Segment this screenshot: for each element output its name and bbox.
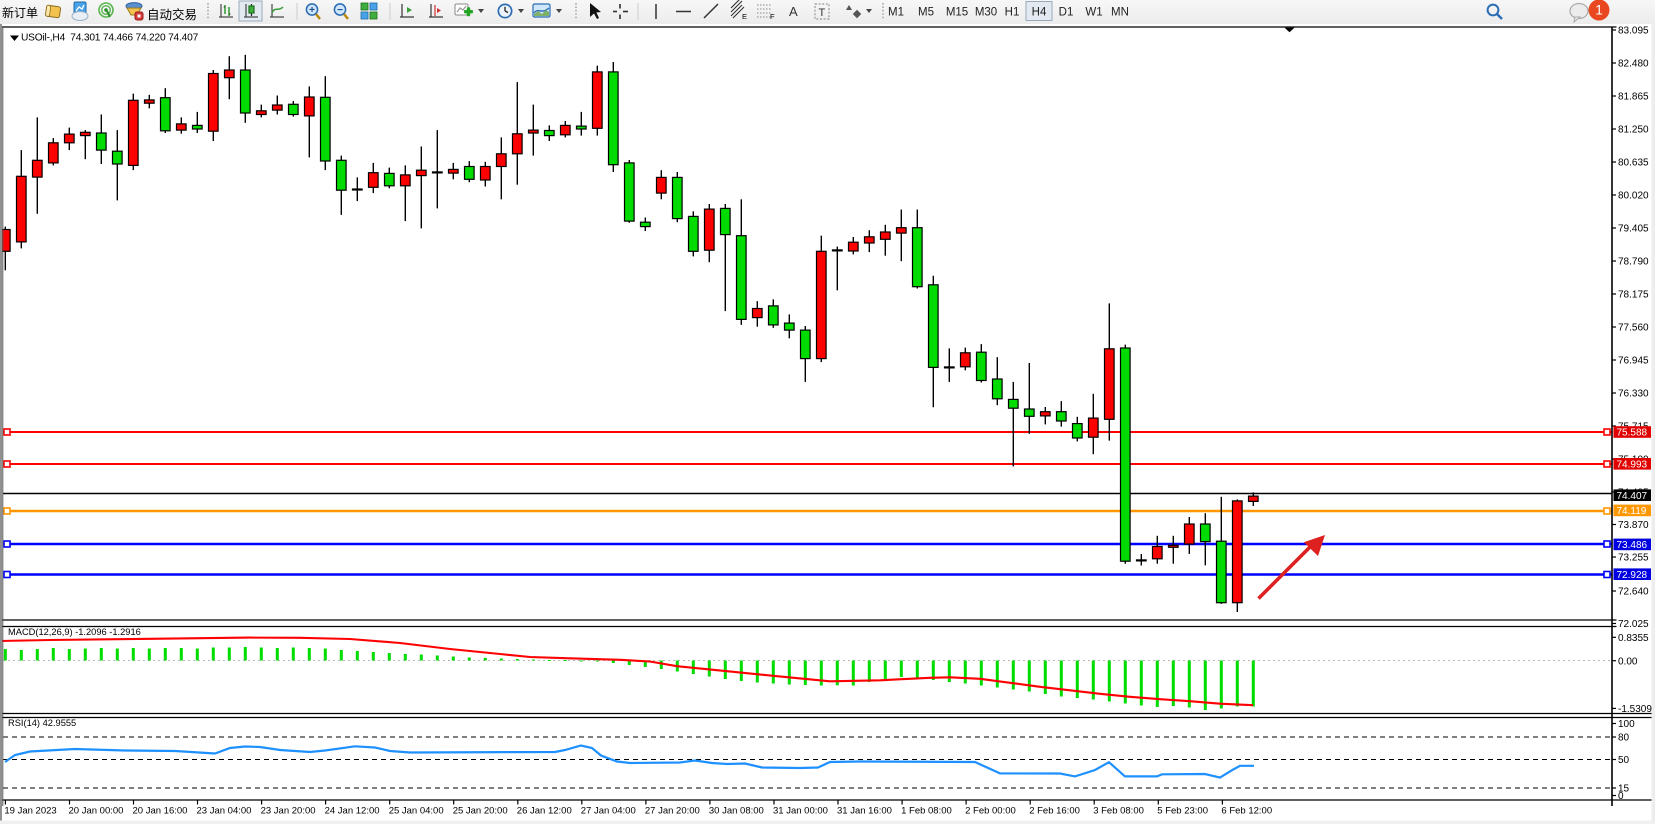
- svg-text:76.330: 76.330: [1618, 389, 1649, 400]
- svg-text:81.865: 81.865: [1618, 92, 1649, 103]
- svg-text:83.095: 83.095: [1618, 26, 1649, 37]
- svg-text:H1: H1: [1005, 7, 1020, 19]
- svg-text:6 Feb 12:00: 6 Feb 12:00: [1221, 806, 1272, 817]
- svg-text:74.119: 74.119: [1617, 506, 1647, 517]
- svg-text:80.635: 80.635: [1618, 158, 1649, 169]
- svg-text:19 Jan 2023: 19 Jan 2023: [4, 806, 56, 817]
- svg-text:23 Jan 04:00: 23 Jan 04:00: [197, 806, 252, 817]
- svg-text:MN: MN: [1111, 7, 1129, 19]
- svg-text:73.486: 73.486: [1617, 540, 1648, 551]
- svg-text:M1: M1: [888, 7, 904, 19]
- svg-text:25 Jan 04:00: 25 Jan 04:00: [389, 806, 444, 817]
- svg-text:73.870: 73.870: [1618, 520, 1649, 531]
- svg-text:0.00: 0.00: [1618, 656, 1638, 667]
- svg-text:D1: D1: [1059, 7, 1074, 19]
- svg-text:2 Feb 16:00: 2 Feb 16:00: [1029, 806, 1080, 817]
- svg-text:50: 50: [1618, 755, 1630, 766]
- svg-text:−: −: [337, 5, 343, 16]
- svg-text:80: 80: [1618, 733, 1630, 744]
- svg-text:27 Jan 04:00: 27 Jan 04:00: [581, 806, 636, 817]
- svg-text:E: E: [742, 12, 747, 21]
- svg-text:0.8355: 0.8355: [1618, 633, 1649, 644]
- svg-text:M15: M15: [946, 7, 968, 19]
- svg-text:78.175: 78.175: [1618, 290, 1649, 301]
- svg-text:1: 1: [1595, 3, 1603, 18]
- svg-text:M5: M5: [918, 7, 934, 19]
- svg-text:76.945: 76.945: [1618, 356, 1649, 367]
- svg-text:15: 15: [1618, 784, 1630, 795]
- svg-text:1 Feb 08:00: 1 Feb 08:00: [901, 806, 952, 817]
- svg-text:20 Jan 16:00: 20 Jan 16:00: [133, 806, 188, 817]
- svg-text:+: +: [309, 5, 315, 16]
- svg-text:31 Jan 00:00: 31 Jan 00:00: [773, 806, 828, 817]
- svg-text:26 Jan 12:00: 26 Jan 12:00: [517, 806, 572, 817]
- svg-text:72.025: 72.025: [1618, 619, 1649, 630]
- svg-text:77.560: 77.560: [1618, 323, 1649, 334]
- svg-text:RSI(14) 42.9555: RSI(14) 42.9555: [8, 718, 76, 728]
- svg-text:79.405: 79.405: [1618, 224, 1649, 235]
- svg-text:74.407: 74.407: [1617, 491, 1648, 502]
- svg-text:78.790: 78.790: [1618, 257, 1649, 268]
- svg-text:2 Feb 00:00: 2 Feb 00:00: [965, 806, 1016, 817]
- svg-text:74.993: 74.993: [1617, 459, 1648, 470]
- svg-text:72.640: 72.640: [1618, 587, 1649, 598]
- svg-text:25 Jan 20:00: 25 Jan 20:00: [453, 806, 508, 817]
- svg-text:-1.5309: -1.5309: [1618, 704, 1652, 715]
- svg-text:A: A: [789, 4, 798, 19]
- svg-text:80.020: 80.020: [1618, 191, 1649, 202]
- svg-text:24 Jan 12:00: 24 Jan 12:00: [325, 806, 380, 817]
- svg-text:23 Jan 20:00: 23 Jan 20:00: [261, 806, 316, 817]
- svg-text:20 Jan 00:00: 20 Jan 00:00: [69, 806, 124, 817]
- svg-text:M30: M30: [975, 7, 997, 19]
- svg-text:27 Jan 20:00: 27 Jan 20:00: [645, 806, 700, 817]
- svg-text:0: 0: [1618, 791, 1624, 802]
- svg-text:3 Feb 08:00: 3 Feb 08:00: [1093, 806, 1144, 817]
- svg-text:USOil-,H4 74.301 74.466 74.22: USOil-,H4 74.301 74.466 74.220 74.407: [21, 33, 199, 44]
- svg-text:82.480: 82.480: [1618, 59, 1649, 70]
- svg-text:72.928: 72.928: [1617, 570, 1648, 581]
- svg-text:T: T: [819, 7, 826, 19]
- svg-text:31 Jan 16:00: 31 Jan 16:00: [837, 806, 892, 817]
- svg-text:30 Jan 08:00: 30 Jan 08:00: [709, 806, 764, 817]
- svg-text:W1: W1: [1085, 7, 1102, 19]
- svg-text:100: 100: [1618, 719, 1635, 730]
- svg-text:75.588: 75.588: [1617, 428, 1648, 439]
- svg-text:81.250: 81.250: [1618, 125, 1649, 136]
- svg-text:F: F: [770, 12, 775, 21]
- svg-text:5 Feb 23:00: 5 Feb 23:00: [1157, 806, 1208, 817]
- svg-text:MACD(12,26,9) -1.2096 -1.2916: MACD(12,26,9) -1.2096 -1.2916: [8, 627, 141, 637]
- svg-text:73.255: 73.255: [1618, 553, 1649, 564]
- svg-text:H4: H4: [1032, 7, 1047, 19]
